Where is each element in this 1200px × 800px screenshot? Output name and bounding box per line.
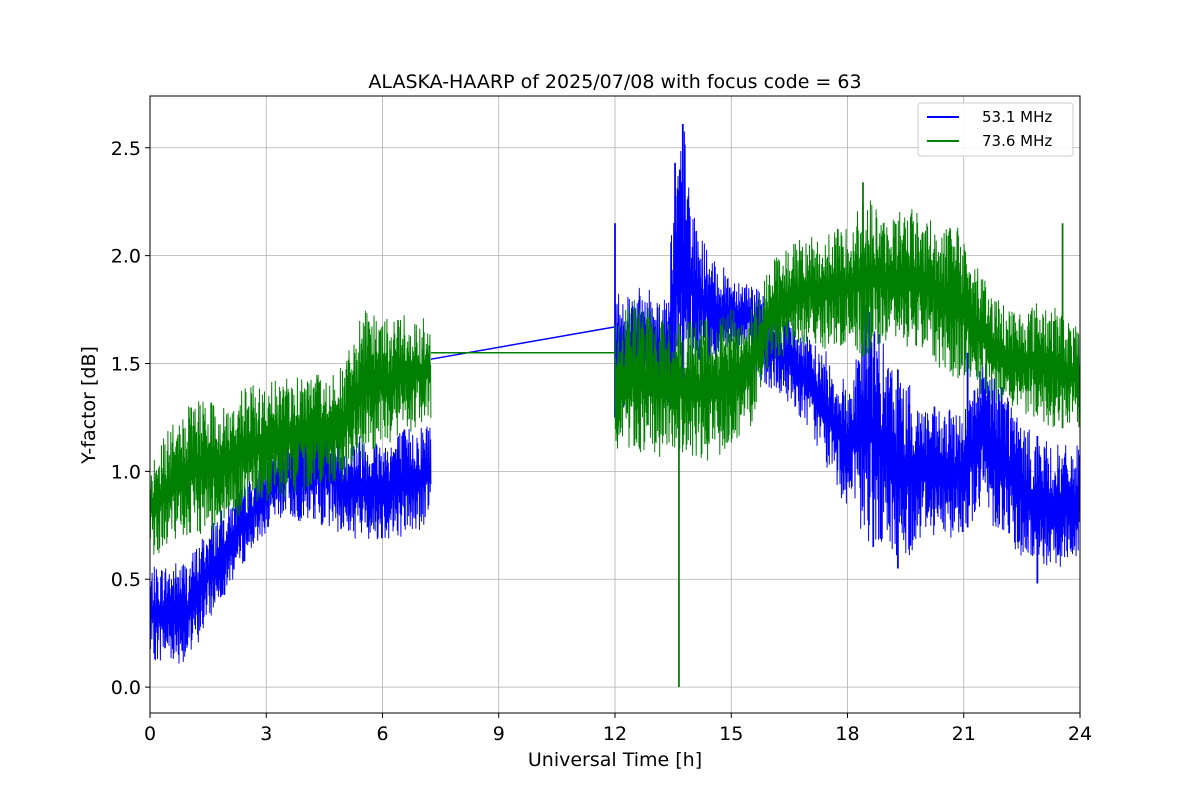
series-layer	[149, 124, 1081, 688]
x-tick-label: 15	[719, 723, 743, 745]
y-tick-label: 2.5	[111, 138, 141, 160]
x-tick-label: 21	[952, 723, 976, 745]
x-tick-label: 18	[835, 723, 859, 745]
x-tick-label: 24	[1068, 723, 1092, 745]
x-tick-label: 12	[603, 723, 627, 745]
x-tick-label: 6	[376, 723, 388, 745]
x-tick-label: 0	[144, 723, 156, 745]
series-line-73-6-mhz	[614, 200, 1081, 461]
y-tick-label: 1.5	[111, 354, 141, 376]
legend: 53.1 MHz 73.6 MHz	[917, 102, 1074, 157]
legend-label-53-1-mhz: 53.1 MHz	[982, 108, 1052, 126]
y-axis-title: Y-factor [dB]	[78, 346, 100, 465]
series-line-53-1-mhz	[614, 131, 1081, 567]
series-73-6-mhz	[149, 182, 1081, 688]
series-line-73-6-mhz	[149, 310, 432, 555]
series-gap-line-53-1-mhz	[430, 326, 616, 360]
y-tick-label: 0.0	[111, 677, 141, 699]
chart-title: ALASKA-HAARP of 2025/07/08 with focus co…	[368, 71, 861, 93]
legend-label-73-6-mhz: 73.6 MHz	[982, 132, 1052, 150]
y-tick-label: 0.5	[111, 569, 141, 591]
x-axis-title: Universal Time [h]	[528, 749, 702, 771]
x-tick-label: 9	[493, 723, 505, 745]
ticks: 0 3 6 9 12 15 18 21 24 0.0 0.5 1.0 1.5 2.0 2.5	[111, 138, 1092, 745]
x-tick-label: 3	[260, 723, 272, 745]
y-tick-label: 1.0	[111, 461, 141, 483]
series-line-53-1-mhz	[149, 412, 432, 664]
y-tick-label: 2.0	[111, 246, 141, 268]
